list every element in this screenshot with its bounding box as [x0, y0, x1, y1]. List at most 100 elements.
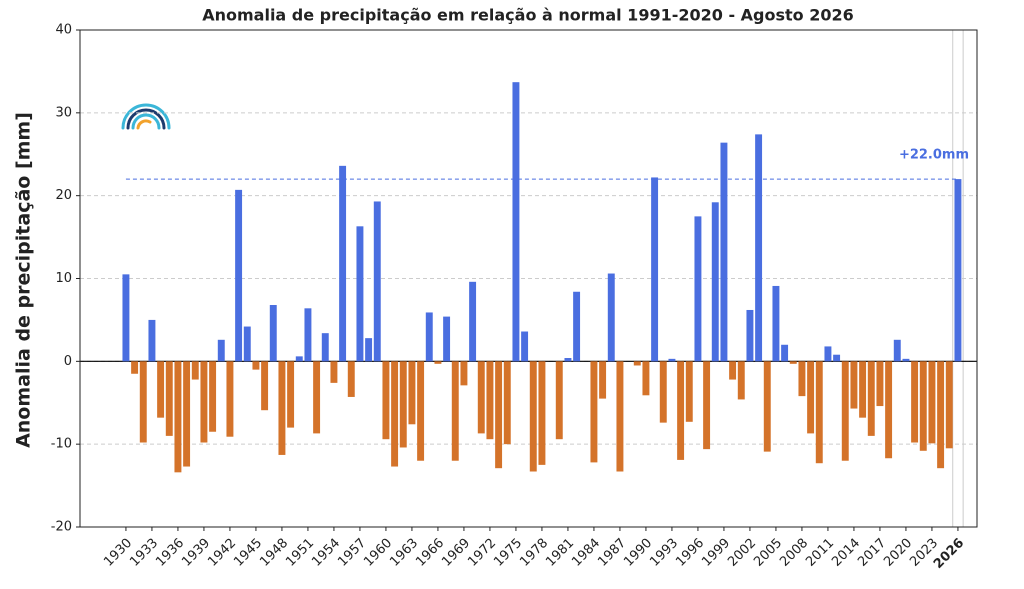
x-tick-label: 1942 — [205, 536, 239, 570]
x-tick-label: 1984 — [569, 536, 603, 570]
bar — [183, 361, 191, 467]
bar — [746, 309, 754, 362]
x-tick-label: 2002 — [725, 536, 759, 570]
y-tick-label: 20 — [55, 188, 72, 203]
bar — [685, 361, 693, 422]
bar — [659, 361, 667, 423]
bar — [235, 189, 243, 362]
bar — [902, 358, 910, 362]
x-tick-label: 1993 — [647, 536, 681, 570]
bar — [789, 361, 797, 364]
bar — [928, 361, 936, 444]
bar — [599, 361, 607, 399]
bar — [573, 291, 581, 362]
y-tick-label: -10 — [51, 437, 72, 452]
bar — [564, 358, 572, 362]
bar — [217, 339, 225, 362]
bar — [148, 319, 156, 362]
bar — [434, 361, 442, 364]
bar — [755, 134, 763, 362]
bar — [399, 361, 407, 448]
y-tick-label: 10 — [55, 271, 72, 286]
y-axis-label: Anomalia de precipitação [mm] — [13, 112, 35, 448]
x-tick-label: 1951 — [283, 536, 317, 570]
y-tick-label: 0 — [64, 354, 72, 369]
bar — [165, 361, 173, 436]
bar — [503, 361, 511, 445]
bar — [261, 361, 269, 411]
bar — [295, 356, 303, 362]
bar — [798, 361, 806, 397]
bar — [408, 361, 416, 425]
x-tick-label: 1954 — [309, 536, 343, 570]
bar — [720, 142, 728, 362]
bar — [694, 216, 702, 362]
bar — [157, 361, 165, 418]
bar — [477, 361, 485, 434]
x-tick-label: 1933 — [127, 536, 161, 570]
bar — [356, 226, 364, 362]
bar — [807, 361, 815, 434]
bar — [304, 308, 312, 362]
bar — [841, 361, 849, 461]
x-tick-label: 1960 — [361, 536, 395, 570]
bar — [209, 361, 217, 432]
bar — [729, 361, 737, 380]
bar — [512, 82, 520, 362]
bar — [521, 331, 529, 362]
x-tick-label: 2008 — [777, 536, 811, 570]
reference-label: +22.0mm — [899, 148, 969, 163]
bar — [200, 361, 208, 443]
bar — [954, 179, 962, 362]
plot-frame — [79, 29, 978, 528]
bar — [469, 281, 477, 362]
bar — [555, 361, 563, 440]
x-tick-label: 2017 — [855, 536, 889, 570]
bar — [781, 344, 789, 362]
x-tick-label: 1939 — [179, 536, 213, 570]
x-tick-label: 1930 — [101, 536, 135, 570]
x-tick-label: 2011 — [803, 536, 837, 570]
bar — [287, 361, 295, 428]
bar — [919, 361, 927, 451]
bar — [347, 361, 355, 397]
bar — [174, 361, 182, 473]
x-tick-label: 1981 — [543, 536, 577, 570]
bar — [495, 361, 503, 469]
bar — [703, 361, 711, 450]
bar — [815, 361, 823, 464]
x-tick-label: 1963 — [387, 536, 421, 570]
bar — [859, 361, 867, 418]
bar — [460, 361, 468, 386]
bar — [711, 202, 719, 362]
bar — [590, 361, 598, 463]
x-tick-label: 2020 — [881, 536, 915, 570]
bar — [642, 361, 650, 396]
bar — [833, 354, 841, 362]
x-tick-label: 1945 — [231, 536, 265, 570]
bar — [772, 285, 780, 362]
bar — [607, 273, 615, 362]
bar — [651, 177, 659, 362]
bar — [668, 358, 676, 362]
x-tick-label: 2014 — [829, 536, 863, 570]
bar — [937, 361, 945, 469]
bar — [122, 274, 130, 362]
bar — [313, 361, 321, 434]
bar — [330, 361, 338, 383]
x-tick-label: 1969 — [439, 536, 473, 570]
bar — [451, 361, 459, 461]
x-tick-label: 1996 — [673, 536, 707, 570]
x-tick-label: 1972 — [465, 536, 499, 570]
chart-title: Anomalia de precipitação em relação à no… — [202, 6, 854, 25]
x-tick-label: 1987 — [595, 536, 629, 570]
bar — [633, 361, 641, 366]
bar — [867, 361, 875, 436]
bar — [425, 312, 433, 362]
bar — [945, 361, 953, 449]
logo — [121, 103, 171, 130]
bar — [278, 361, 286, 455]
bar — [616, 361, 624, 472]
bar — [382, 361, 390, 440]
